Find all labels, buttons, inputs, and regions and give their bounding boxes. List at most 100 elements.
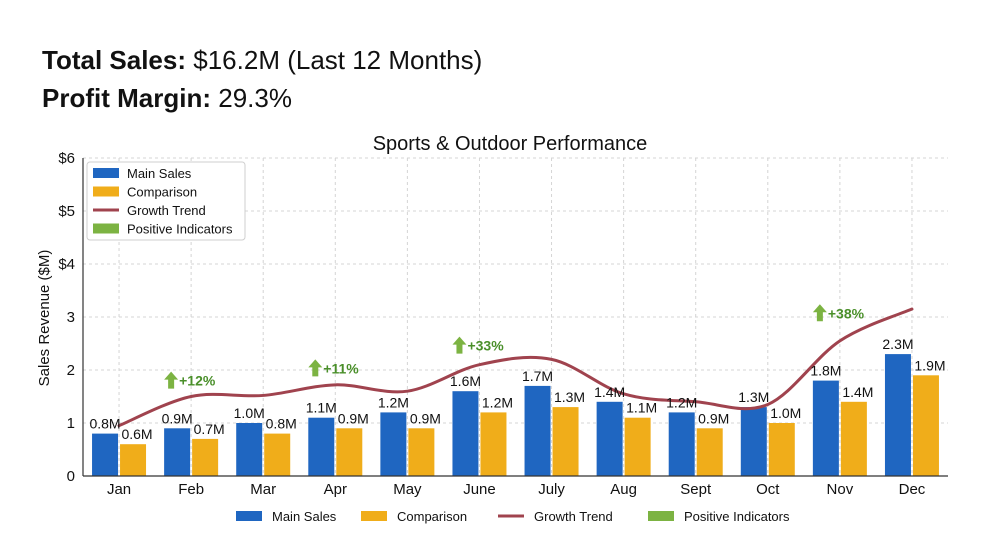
main-sales-bar (812, 380, 839, 476)
comparison-bar (552, 407, 579, 476)
x-tick-label: Feb (178, 481, 204, 498)
x-tick-label: Dec (899, 481, 926, 498)
legend-bottom-label: Positive Indicators (684, 509, 790, 524)
comparison-bar (912, 375, 939, 476)
up-arrow-icon (452, 336, 467, 354)
main-sales-data-label: 1.0M (234, 405, 265, 421)
legend-inner-label: Growth Trend (127, 203, 206, 218)
y-tick-label: 2 (67, 362, 75, 379)
legend-inner-box (86, 161, 246, 241)
growth-annotation-text: +33% (467, 338, 504, 354)
main-sales-bar (596, 401, 623, 476)
y-tick-label: 1 (67, 415, 75, 432)
comparison-bar (120, 444, 147, 476)
legend-swatch-icon (93, 223, 119, 234)
main-sales-bar (740, 407, 767, 476)
y-tick-label: $6 (58, 150, 75, 167)
main-sales-bar (308, 417, 335, 476)
comparison-bar (624, 417, 651, 476)
comparison-bar (840, 401, 867, 476)
growth-annotation-text: +38% (828, 305, 865, 321)
legend-swatch-icon (361, 511, 387, 521)
growth-annotations: +12% +11% +33% +38% (164, 304, 865, 389)
comparison-data-label: 1.3M (554, 389, 585, 405)
main-sales-bar (380, 412, 407, 476)
comparison-bar (696, 428, 723, 476)
legend-bottom-label: Comparison (397, 509, 467, 524)
main-sales-bar (452, 391, 479, 476)
main-sales-bar (884, 354, 911, 476)
main-sales-bar (236, 423, 263, 476)
main-sales-data-label: 1.3M (738, 389, 769, 405)
comparison-data-label: 1.4M (842, 384, 873, 400)
comparison-data-label: 1.2M (482, 394, 513, 410)
profit-margin-label: Profit Margin: (42, 83, 211, 113)
comparison-data-label: 1.9M (914, 357, 945, 373)
x-tick-label: Jan (107, 481, 131, 498)
legend-swatch-icon (93, 168, 119, 178)
x-tick-label: Apr (324, 481, 347, 498)
x-tick-label: Sept (680, 481, 712, 498)
comparison-data-label: 0.7M (194, 421, 225, 437)
legend-inner: Main Sales Comparison Growth Trend Positive… (86, 161, 246, 241)
main-sales-data-label: 1.2M (378, 394, 409, 410)
up-arrow-icon (164, 371, 179, 389)
comparison-data-label: 0.8M (266, 416, 297, 432)
comparison-data-label: 1.1M (626, 400, 657, 416)
main-sales-data-label: 1.2M (666, 394, 697, 410)
main-sales-data-label: 1.6M (450, 373, 481, 389)
legend-swatch-icon (648, 511, 674, 521)
y-tick-label: 3 (67, 309, 75, 326)
legend-bottom: Main Sales Comparison Growth Trend Positive… (236, 509, 790, 524)
main-sales-bar (668, 412, 695, 476)
y-tick-label: $4 (58, 256, 75, 273)
y-axis-label: Sales Revenue ($M) (36, 250, 53, 387)
data-labels: 0.8M0.6M0.9M0.7M1.0M0.8M1.1M0.9M1.2M0.9M… (89, 336, 945, 442)
comparison-bar (336, 428, 363, 476)
legend-inner-label: Comparison (127, 185, 197, 200)
profit-margin-value: 29.3% (218, 83, 292, 113)
x-tick-label: Nov (827, 481, 854, 498)
main-sales-bar (92, 433, 119, 476)
comparison-bar (408, 428, 435, 476)
comparison-data-label: 0.6M (121, 426, 152, 442)
total-sales-kpi: Total Sales: $16.2M (Last 12 Months) (42, 44, 482, 76)
bars (92, 354, 939, 476)
growth-trend-path (117, 307, 914, 428)
y-tick-label: 0 (67, 468, 75, 485)
legend-swatch-icon (93, 186, 119, 197)
main-sales-data-label: 1.1M (306, 400, 337, 416)
legend-bottom-label: Main Sales (272, 509, 337, 524)
comparison-bar (264, 433, 291, 476)
x-tick-label: Aug (610, 481, 637, 498)
x-tick-label: June (463, 481, 496, 498)
legend-inner-label: Positive Indicators (127, 222, 233, 237)
comparison-data-label: 1.0M (770, 405, 801, 421)
legend-swatch-icon (236, 511, 262, 521)
profit-margin-kpi: Profit Margin: 29.3% (42, 82, 292, 114)
legend-bottom-label: Growth Trend (534, 509, 613, 524)
comparison-data-label: 0.9M (338, 410, 369, 426)
comparison-bar (480, 412, 507, 476)
y-tick-label: $5 (58, 203, 75, 220)
comparison-bar (192, 438, 219, 476)
total-sales-value: $16.2M (Last 12 Months) (193, 45, 483, 75)
axes: 0 1 2 3 $4 $5 $6 Jan Feb Mar Apr May June July Aug Sept… (58, 150, 948, 498)
total-sales-label: Total Sales: (42, 45, 187, 75)
x-tick-label: Mar (250, 481, 276, 498)
main-sales-bar (524, 385, 551, 476)
comparison-data-label: 0.9M (698, 410, 729, 426)
main-sales-data-label: 1.7M (522, 368, 553, 384)
chart-title: Sports & Outdoor Performance (373, 133, 648, 155)
legend-inner-label: Main Sales (127, 166, 192, 181)
up-arrow-icon (812, 304, 827, 322)
x-tick-label: May (393, 481, 422, 498)
main-sales-data-label: 2.3M (882, 336, 913, 352)
growth-trend-line (117, 307, 914, 428)
up-arrow-icon (308, 359, 323, 377)
comparison-data-label: 0.9M (410, 410, 441, 426)
main-sales-data-label: 1.4M (594, 384, 625, 400)
growth-annotation-text: +12% (179, 373, 216, 389)
main-sales-data-label: 0.9M (162, 410, 193, 426)
growth-annotation-text: +11% (323, 360, 359, 376)
